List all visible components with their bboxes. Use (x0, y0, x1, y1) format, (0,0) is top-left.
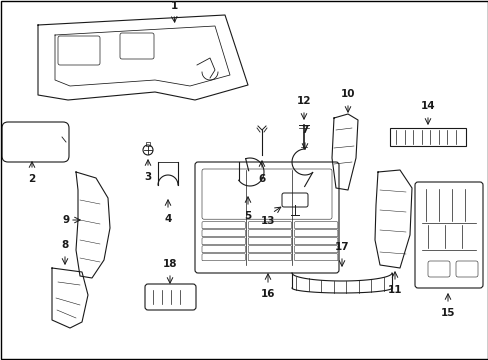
Text: 11: 11 (387, 285, 402, 295)
Text: 7: 7 (301, 125, 308, 135)
Text: 6: 6 (258, 174, 265, 184)
Text: 12: 12 (296, 96, 311, 106)
Text: 8: 8 (61, 240, 68, 250)
Text: 15: 15 (440, 308, 454, 318)
Text: 10: 10 (340, 89, 354, 99)
Text: 13: 13 (260, 216, 275, 226)
Text: 2: 2 (28, 174, 36, 184)
Bar (389, 128, 465, 146)
Text: 1: 1 (170, 1, 177, 11)
Text: 9: 9 (62, 215, 69, 225)
Text: 3: 3 (144, 172, 151, 182)
Text: 5: 5 (244, 211, 251, 221)
Text: 18: 18 (163, 259, 177, 269)
Text: 14: 14 (420, 101, 434, 111)
Text: 4: 4 (164, 214, 171, 224)
Text: 16: 16 (260, 289, 275, 299)
Bar (146, 142, 150, 146)
Text: 17: 17 (334, 242, 348, 252)
